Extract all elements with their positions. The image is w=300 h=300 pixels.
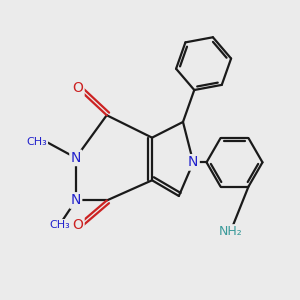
Text: N: N: [188, 155, 199, 169]
Text: NH₂: NH₂: [218, 225, 242, 239]
Text: N: N: [70, 194, 81, 208]
Text: CH₃: CH₃: [49, 220, 70, 230]
Text: O: O: [72, 81, 83, 95]
Text: O: O: [72, 218, 83, 232]
Text: CH₃: CH₃: [26, 137, 47, 147]
Text: N: N: [70, 151, 81, 165]
